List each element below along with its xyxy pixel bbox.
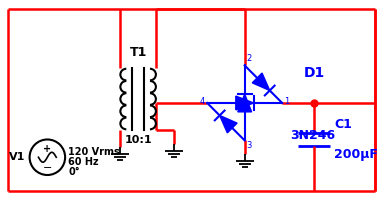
Text: D1: D1 bbox=[304, 66, 325, 80]
Text: +: + bbox=[43, 144, 52, 154]
Polygon shape bbox=[238, 94, 251, 112]
Text: 0°: 0° bbox=[68, 167, 80, 177]
Text: 3: 3 bbox=[247, 141, 252, 150]
Text: 4: 4 bbox=[200, 97, 205, 105]
Text: −: − bbox=[43, 163, 52, 173]
Text: 120 Vrms: 120 Vrms bbox=[68, 147, 120, 157]
Text: 1: 1 bbox=[284, 97, 289, 105]
Text: 10:1: 10:1 bbox=[124, 135, 152, 145]
Text: 60 Hz: 60 Hz bbox=[68, 157, 99, 167]
Polygon shape bbox=[220, 115, 237, 133]
Polygon shape bbox=[236, 96, 254, 110]
Text: 2: 2 bbox=[247, 54, 252, 63]
Polygon shape bbox=[252, 73, 270, 90]
Text: C1: C1 bbox=[334, 118, 352, 131]
Text: V1: V1 bbox=[9, 152, 26, 162]
Text: 3N246: 3N246 bbox=[290, 129, 335, 142]
Text: 200μF: 200μF bbox=[334, 148, 378, 161]
Text: T1: T1 bbox=[130, 46, 147, 59]
